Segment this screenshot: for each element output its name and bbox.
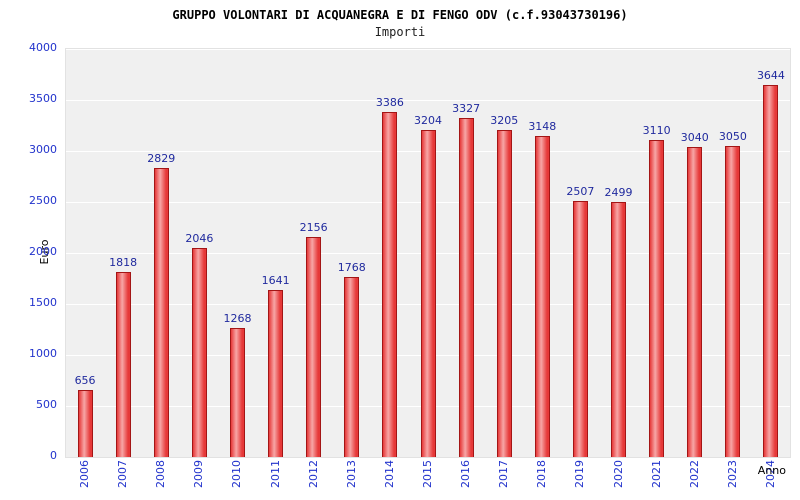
bar	[534, 136, 550, 457]
bar-value-label: 3148	[528, 120, 557, 133]
bar-value-label: 2507	[566, 185, 595, 198]
x-tick-label: 2010	[230, 460, 244, 488]
chart-title: GRUPPO VOLONTARI DI ACQUANEGRA E DI FENG…	[172, 8, 628, 22]
bar	[725, 146, 741, 457]
bar	[649, 140, 665, 457]
x-tick-label: 2016	[459, 460, 473, 488]
bar-value-label: 1818	[109, 256, 138, 269]
bar-value-label: 1641	[261, 274, 290, 287]
y-tick-label: 2500	[29, 194, 57, 207]
bar-value-label: 2046	[185, 232, 214, 245]
bar-value-label: 3327	[452, 102, 481, 115]
bar-value-label: 3110	[642, 124, 671, 137]
y-axis-tick-labels: 0 500 1000 1500 2000 2500 3000 3500 4000	[0, 41, 57, 462]
bar-value-label: 3050	[718, 130, 747, 143]
x-tick-label: 2013	[344, 460, 358, 488]
bar	[572, 201, 588, 457]
x-tick-label: 2008	[154, 460, 168, 488]
bar-value-label: 3040	[680, 131, 709, 144]
x-tick-label: 2023	[725, 460, 739, 488]
bar-value-label: 2829	[147, 152, 176, 165]
x-tick-label: 2011	[268, 460, 282, 488]
x-tick-label: 2022	[687, 460, 701, 488]
bar-value-label: 3386	[375, 96, 404, 109]
y-tick-label: 3000	[29, 143, 57, 156]
bar-value-label: 1268	[223, 312, 252, 325]
plot-area: 656 1818 2829 2046 1268 1641 2156 1768 3386 3204 3…	[65, 48, 791, 458]
bar	[496, 130, 512, 457]
bar	[458, 118, 474, 457]
bar	[687, 147, 703, 457]
bar	[229, 328, 245, 457]
y-tick-label: 1500	[29, 296, 57, 309]
bar-value-label: 656	[74, 374, 96, 387]
bar	[268, 290, 284, 457]
y-tick-label: 3500	[29, 92, 57, 105]
x-tick-label: 2015	[421, 460, 434, 488]
bar	[611, 202, 627, 457]
x-tick-label: 2014	[382, 460, 396, 488]
x-tick-label: 2018	[535, 460, 549, 488]
bar	[115, 272, 131, 457]
x-tick-label: 2017	[497, 460, 511, 488]
x-tick-label: 2009	[192, 460, 206, 488]
y-tick-label: 1000	[29, 347, 57, 360]
gridline	[66, 100, 790, 101]
bar	[344, 277, 360, 457]
bar	[77, 390, 93, 457]
y-tick-label: 2000	[29, 245, 57, 258]
bar	[191, 248, 207, 457]
x-tick-label: 2012	[306, 460, 320, 488]
x-tick-label: 2021	[649, 460, 663, 488]
bar	[153, 168, 169, 457]
chart-subtitle: Importi	[374, 25, 426, 39]
gridline	[66, 49, 790, 50]
bar-value-label: 3204	[414, 114, 442, 127]
bar-value-label: 3644	[756, 69, 785, 82]
y-tick-label: 4000	[29, 41, 57, 54]
y-tick-label: 500	[36, 398, 57, 411]
bar-value-label: 2156	[299, 221, 328, 234]
bar	[382, 112, 398, 457]
bar	[763, 85, 779, 457]
bar	[306, 237, 322, 457]
bar-value-label: 1768	[337, 261, 366, 274]
x-tick-label: 2019	[573, 460, 587, 488]
bar-value-label: 3205	[490, 114, 519, 127]
bar-value-label: 2499	[604, 186, 633, 199]
x-tick-label: 2007	[116, 460, 130, 488]
x-tick-label: 2020	[611, 460, 625, 488]
x-tick-label: 2006	[78, 460, 92, 488]
x-axis-title: Anno	[757, 464, 786, 477]
bar	[420, 130, 436, 457]
y-tick-label: 0	[50, 449, 57, 462]
